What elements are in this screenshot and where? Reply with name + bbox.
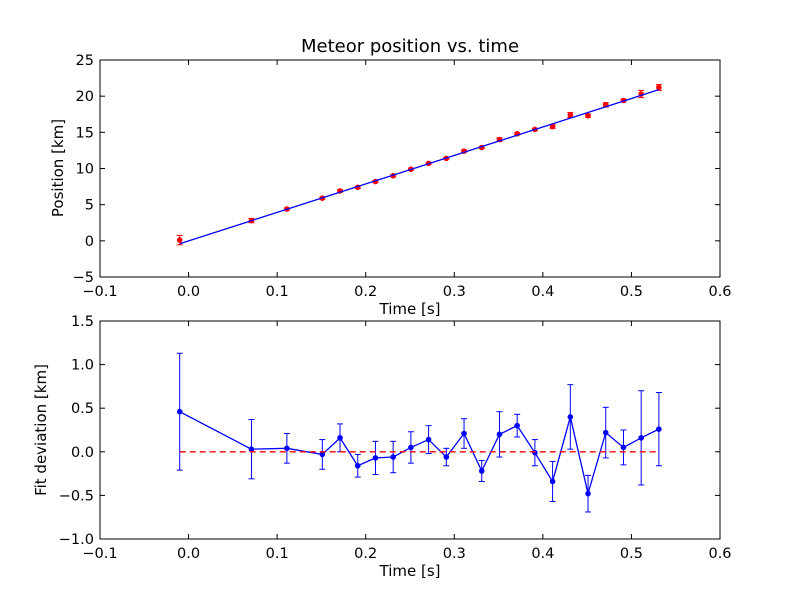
position-plot-xtick-label: −0.1: [82, 284, 117, 300]
position-plot-xtick-label: 0.5: [620, 284, 643, 300]
data-point: [443, 454, 450, 460]
data-point: [567, 414, 574, 420]
data-point: [602, 429, 609, 436]
deviation-plot-ytick-label: 1.0: [71, 358, 94, 374]
data-point: [567, 112, 574, 118]
deviation-plot-ytick-label: −1.0: [59, 532, 94, 548]
chart-title: Meteor position vs. time: [301, 36, 519, 57]
data-point: [248, 446, 255, 452]
deviation-plot-ytick-label: 0.5: [71, 401, 94, 417]
position-plot-xtick-label: 0.0: [177, 284, 200, 300]
deviation-plot-ytick-label: 1.5: [71, 314, 94, 330]
data-point: [176, 408, 183, 415]
position-plot-xtick-label: 0.3: [443, 284, 466, 300]
fit-line: [179, 89, 660, 245]
data-point: [461, 430, 467, 437]
data-point: [284, 445, 290, 452]
data-point: [354, 462, 361, 469]
data-point: [549, 478, 556, 485]
data-point: [496, 431, 503, 438]
position-plot-ytick-label: 10: [76, 162, 94, 178]
deviation-plot: −0.1 0.0 0.1 0.2 0.3 0.4 0.5 0.6 −1.0 −0.5 0.0 0.5 1…: [32, 314, 732, 580]
position-plot-ytick-label: −5: [73, 270, 94, 286]
data-point: [390, 454, 396, 460]
data-point: [337, 435, 343, 441]
deviation-plot-xlabel: Time [s]: [379, 562, 441, 580]
position-plot-ytick-label: 15: [76, 125, 94, 141]
position-plot-xlabel: Time [s]: [379, 300, 441, 318]
deviation-plot-xtick-label: 0.6: [708, 546, 731, 562]
deviation-plot-ylabel: Fit deviation [km]: [32, 364, 50, 496]
data-point: [585, 490, 591, 497]
data-point: [638, 435, 644, 441]
data-point: [372, 455, 379, 461]
position-plot-marks: [176, 84, 662, 246]
position-plot-xtick-label: 0.4: [531, 284, 554, 300]
deviation-plot-marks: [176, 352, 662, 513]
deviation-plot-ytick-label: 0.0: [71, 445, 94, 461]
deviation-plot-ytick-label: −0.5: [59, 488, 94, 504]
data-point: [585, 112, 591, 119]
deviation-plot-ticks: −0.1 0.0 0.1 0.2 0.3 0.4 0.5 0.6 −1.0 −0.5 0.0 0.5 1…: [59, 314, 732, 562]
position-plot-xtick-label: 0.1: [266, 284, 289, 300]
deviation-plot-xtick-label: 0.3: [443, 546, 466, 562]
position-plot-xtick-label: 0.2: [354, 284, 377, 300]
data-point: [425, 436, 432, 443]
deviation-plot-xtick-label: 0.5: [620, 546, 643, 562]
data-point: [176, 237, 183, 243]
data-point: [656, 426, 662, 432]
deviation-plot-xtick-label: 0.4: [531, 546, 554, 562]
position-plot-ytick-label: 5: [85, 198, 94, 214]
deviation-plot-xtick-label: −0.1: [82, 546, 117, 562]
position-plot-ytick-label: 0: [85, 234, 94, 250]
position-plot-xtick-label: 0.6: [708, 284, 731, 300]
data-point: [514, 422, 520, 429]
deviation-plot-frame: [99, 320, 721, 540]
data-point: [408, 444, 414, 451]
position-plot-ytick-label: 25: [76, 53, 94, 69]
data-point: [656, 84, 662, 91]
position-plot-ytick-label: 20: [76, 89, 94, 105]
position-plot-ticks: −0.1 0.0 0.1 0.2 0.3 0.4 0.5 0.6 −5 0 5 10 15 20 25: [73, 53, 732, 300]
data-point: [478, 468, 485, 474]
position-plot: −0.1 0.0 0.1 0.2 0.3 0.4 0.5 0.6 −5 0 5 10 15 20 25 Me…: [49, 36, 732, 318]
data-point: [620, 444, 627, 451]
data-point: [319, 451, 326, 458]
deviation-plot-xtick-label: 0.0: [177, 546, 200, 562]
deviation-plot-xtick-label: 0.1: [266, 546, 289, 562]
position-plot-ylabel: Position [km]: [49, 119, 67, 217]
data-point: [532, 449, 538, 456]
deviation-plot-xtick-label: 0.2: [354, 546, 377, 562]
